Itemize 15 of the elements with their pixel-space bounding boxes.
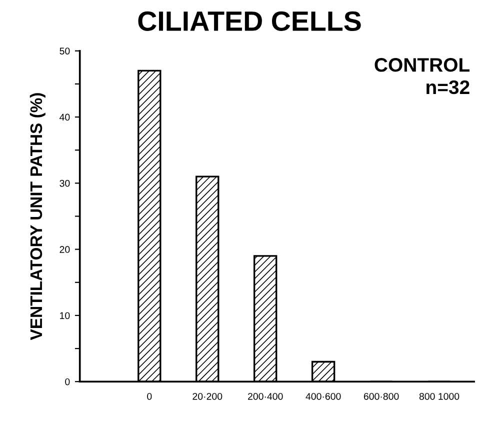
- x-tick-label: 800 1000: [419, 392, 460, 400]
- x-tick-label: 600·800: [364, 392, 399, 400]
- x-tick-label: 200·400: [248, 392, 283, 400]
- y-tick-label: 20: [60, 246, 70, 253]
- annotation: CONTROL n=32: [374, 58, 470, 94]
- y-tick-label: 50: [60, 48, 70, 54]
- chart-title: CILIATED CELLS: [138, 11, 361, 32]
- y-tick-label: 30: [60, 180, 70, 187]
- x-tick-label: 0: [147, 392, 152, 400]
- x-tick-label: 20·200: [192, 392, 222, 400]
- y-tick-label: 40: [60, 114, 70, 121]
- y-axis-title: VENTILATORY UNIT PATHS (%): [30, 93, 46, 340]
- y-tick-label: 0: [65, 378, 70, 386]
- y-tick-label: 10: [60, 312, 70, 320]
- x-tick-label: 400·600: [306, 392, 341, 400]
